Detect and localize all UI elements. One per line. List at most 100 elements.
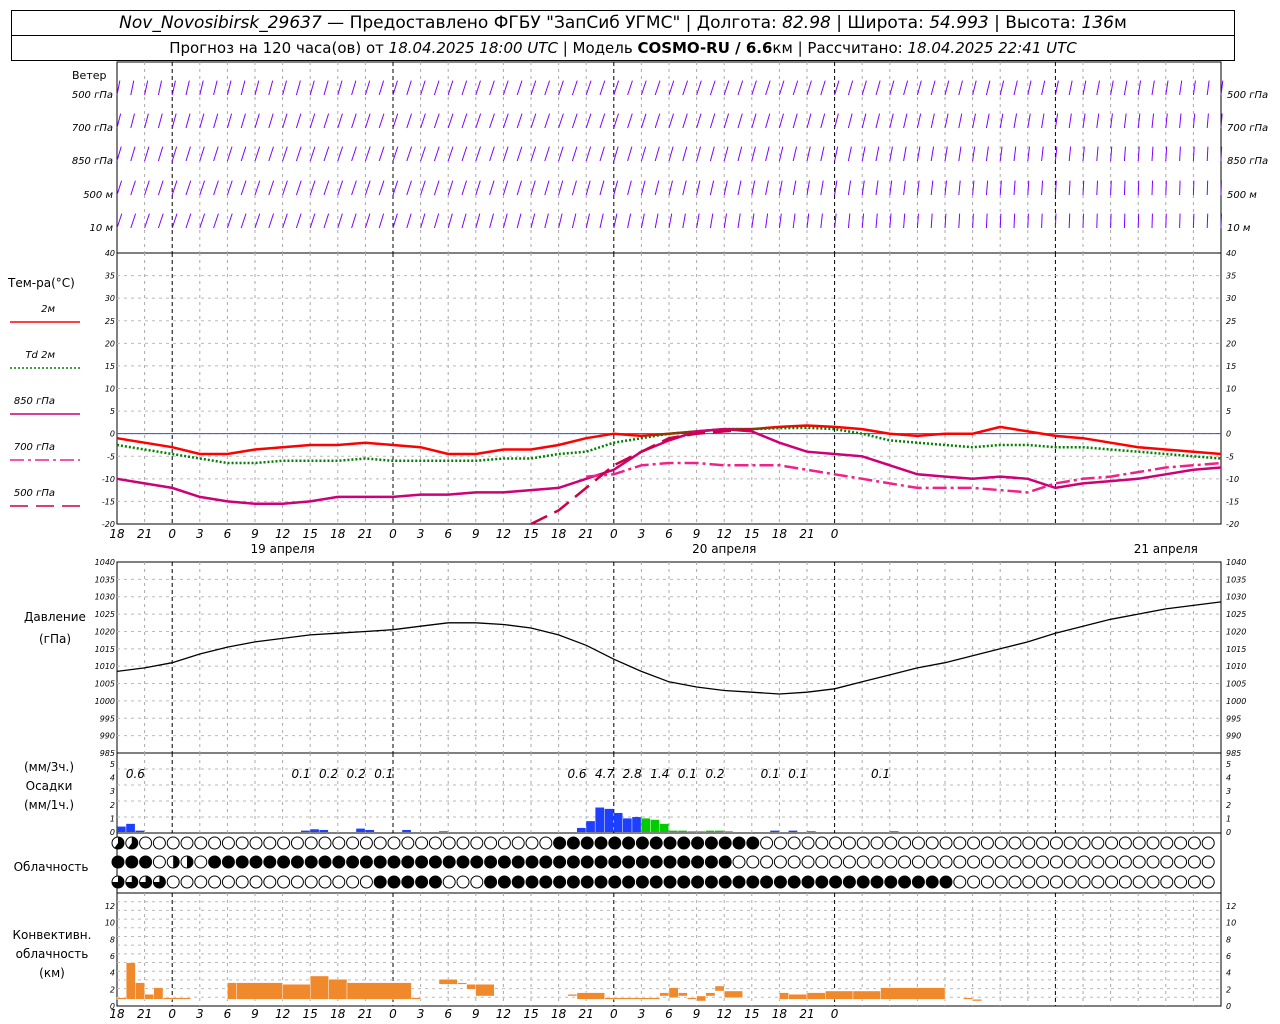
precip-total-label: 0.2 bbox=[705, 767, 724, 781]
time-tick: 9 bbox=[693, 527, 701, 541]
precip-y-tick: 2 bbox=[110, 801, 115, 810]
wind-barb bbox=[171, 146, 178, 162]
time-tick: 0 bbox=[168, 527, 176, 541]
precip-total-label: 0.6 bbox=[126, 767, 145, 781]
cloud-circle-high-fill bbox=[622, 876, 635, 888]
cloud-circle-high bbox=[1201, 875, 1215, 889]
precip-y-tick: 2 bbox=[1226, 801, 1231, 810]
wind-barb bbox=[903, 180, 906, 196]
conv-cloud-bar bbox=[116, 997, 127, 1000]
wind-barb bbox=[751, 146, 756, 162]
conv-cloud-bar bbox=[328, 979, 348, 1000]
cloud-circle-high bbox=[1036, 875, 1050, 889]
cloud-circle-high-fill bbox=[912, 876, 925, 888]
wind-barb bbox=[544, 113, 551, 129]
wind-barb bbox=[144, 146, 150, 162]
wind-barb bbox=[916, 146, 921, 162]
wind-level-label: 10 м bbox=[90, 223, 114, 234]
wind-barb bbox=[834, 113, 839, 129]
wind-level-label: 500 гПа bbox=[1227, 90, 1268, 101]
wind-barb bbox=[226, 113, 233, 129]
precip-bar bbox=[577, 827, 586, 832]
wind-barb bbox=[765, 80, 771, 96]
cloud-circle-mid-fill bbox=[374, 856, 387, 868]
cloud-circle-mid bbox=[1174, 855, 1188, 869]
conv-y-tick: 8 bbox=[110, 935, 115, 944]
time-tick: 3 bbox=[196, 527, 204, 541]
cloud-circle-low bbox=[1118, 836, 1132, 850]
wind-barb bbox=[433, 113, 440, 129]
wind-barb bbox=[323, 113, 330, 129]
wind-barb bbox=[1027, 213, 1029, 229]
cloud-circle-high bbox=[967, 875, 981, 889]
wind-barb bbox=[157, 113, 163, 129]
wind-barb bbox=[627, 80, 633, 96]
cloud-circle-mid-fill bbox=[332, 856, 345, 868]
conv-y-tick: 10 bbox=[105, 919, 115, 928]
wind-barb bbox=[613, 80, 620, 96]
wind-barb bbox=[240, 113, 246, 129]
cloud-circle-mid-fill bbox=[222, 856, 235, 868]
wind-barb bbox=[309, 213, 316, 229]
conv-cloud-bar bbox=[678, 992, 688, 997]
wind-barb bbox=[199, 180, 206, 196]
conv-cloud-bar bbox=[779, 992, 789, 1000]
cloud-circle-low bbox=[166, 836, 180, 850]
time-tick: 15 bbox=[744, 527, 759, 541]
wind-barb bbox=[1096, 113, 1100, 129]
wind-barb bbox=[1192, 113, 1196, 129]
wind-barb bbox=[1151, 146, 1154, 162]
wind-barb bbox=[999, 113, 1004, 129]
pressure-y-tick: 1035 bbox=[1226, 575, 1246, 584]
cloud-circle-mid bbox=[939, 855, 953, 869]
wind-barb bbox=[199, 113, 205, 129]
wind-barb bbox=[157, 180, 164, 196]
cloud-circle-high-fill bbox=[112, 876, 124, 888]
wind-barb bbox=[958, 113, 963, 129]
conv-cloud-bar bbox=[236, 982, 283, 1000]
wind-barb bbox=[240, 180, 247, 196]
cloud-circle-mid-fill bbox=[677, 856, 690, 868]
cloud-circle-mid bbox=[1063, 855, 1077, 869]
wind-barb bbox=[516, 213, 522, 229]
conv-cloud-bar bbox=[880, 987, 946, 1000]
wind-barb bbox=[861, 213, 865, 229]
cloud-circle-mid bbox=[1036, 855, 1050, 869]
cloud-circle-mid bbox=[1105, 855, 1119, 869]
precip-bar bbox=[402, 829, 411, 832]
wind-barb bbox=[116, 180, 123, 196]
cloud-circle-low bbox=[194, 836, 208, 850]
cloud-circle-mid bbox=[870, 855, 884, 869]
cloud-circle-high bbox=[1022, 875, 1036, 889]
temp-y-tick: 20 bbox=[1226, 339, 1236, 348]
wind-barb bbox=[558, 146, 564, 162]
wind-barb bbox=[627, 113, 633, 129]
wind-barb bbox=[351, 80, 357, 96]
cloud-circle-low-fill bbox=[595, 837, 607, 849]
wind-barb bbox=[378, 146, 385, 162]
temp-y-tick: 10 bbox=[105, 385, 115, 394]
cloud-circle-mid bbox=[815, 855, 829, 869]
wind-barb bbox=[447, 113, 454, 129]
precip-unit-3h: (мм/3ч.) bbox=[23, 760, 75, 774]
wind-barb bbox=[185, 80, 190, 96]
wind-barb bbox=[1165, 80, 1169, 96]
time-tick: 3 bbox=[417, 527, 425, 541]
temp-panel-title: Тем-ра(°С) bbox=[8, 276, 75, 290]
pressure-y-tick: 1025 bbox=[95, 610, 115, 619]
wind-barb bbox=[861, 146, 866, 162]
wind-barb bbox=[972, 80, 977, 96]
wind-barb bbox=[585, 80, 592, 96]
conv-cloud-bar bbox=[135, 982, 145, 1000]
cloud-circle-mid bbox=[1160, 855, 1174, 869]
wind-barb bbox=[916, 113, 922, 129]
pressure-y-tick: 995 bbox=[1226, 714, 1241, 723]
cloud-circle-high bbox=[1008, 875, 1022, 889]
cloud-circle-high bbox=[1118, 875, 1132, 889]
wind-barb bbox=[1068, 80, 1073, 96]
cloud-circle-mid-fill bbox=[236, 856, 249, 868]
wind-barb bbox=[654, 180, 660, 196]
temp-y-tick: 15 bbox=[105, 362, 115, 371]
wind-barb bbox=[709, 80, 716, 96]
time-tick: 12 bbox=[496, 527, 511, 541]
